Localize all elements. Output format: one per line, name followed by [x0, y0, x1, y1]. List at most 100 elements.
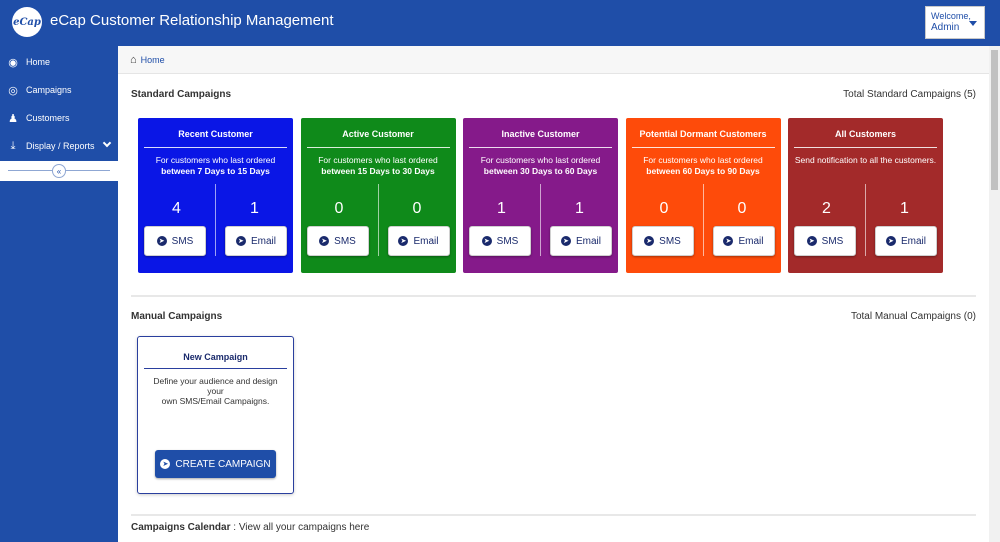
welcome-label: Welcome,	[931, 11, 971, 21]
card-desc-line2: between 60 Days to 90 Days	[646, 166, 760, 176]
breadcrumb: ⌂ Home	[118, 46, 989, 74]
sms-button[interactable]: ➤ SMS	[631, 226, 694, 256]
new-campaign-title: New Campaign	[183, 352, 248, 362]
sidebar-item-label: Home	[26, 57, 51, 67]
email-button-label: Email	[738, 235, 764, 247]
create-campaign-label: CREATE CAMPAIGN	[175, 458, 271, 470]
create-campaign-button[interactable]: ➤ CREATE CAMPAIGN	[155, 450, 276, 478]
email-count: 1	[575, 200, 584, 217]
arrow-circle-right-icon: ➤	[398, 236, 409, 246]
arrow-circle-right-icon: ➤	[319, 236, 330, 246]
card-column-divider	[215, 184, 216, 256]
email-button-label: Email	[250, 235, 276, 247]
sidebar-item-campaigns[interactable]: ◎ Campaigns	[0, 76, 118, 104]
card-title: Active Customer	[342, 129, 414, 139]
user-icon: ♟	[8, 112, 18, 125]
email-button[interactable]: ➤ Email	[225, 226, 287, 256]
calendar-subtitle: : View all your campaigns here	[230, 522, 370, 533]
sidebar-item-label: Campaigns	[26, 85, 72, 95]
campaign-card: Inactive Customer For customers who last …	[463, 118, 618, 273]
sms-button[interactable]: ➤ SMS	[794, 226, 856, 256]
card-description: For customers who last ordered between 7 …	[144, 155, 287, 177]
email-button-label: Email	[575, 235, 601, 247]
manual-campaigns-title: Manual Campaigns	[131, 311, 223, 322]
sidebar-item-customers[interactable]: ♟ Customers	[0, 104, 118, 132]
sms-count: 4	[172, 200, 181, 217]
standard-campaigns-total: Total Standard Campaigns (5)	[843, 89, 976, 100]
sms-button-label: SMS	[334, 235, 356, 247]
sidebar-item-home[interactable]: ◉ Home	[0, 48, 118, 76]
chevron-down-icon	[102, 138, 112, 148]
new-campaign-desc-line1: Define your audience and design your	[153, 376, 278, 396]
sms-button-label: SMS	[496, 235, 519, 247]
card-desc-line2: between 15 Days to 30 Days	[321, 166, 435, 176]
breadcrumb-home-link[interactable]: Home	[140, 54, 165, 65]
sidebar-item-label: Customers	[26, 113, 70, 123]
card-description: For customers who last ordered between 15…	[307, 155, 450, 177]
sms-button[interactable]: ➤ SMS	[469, 226, 531, 256]
caret-down-icon	[969, 21, 977, 26]
card-desc-line1: For customers who last ordered	[643, 155, 763, 165]
email-button[interactable]: ➤ Email	[550, 226, 612, 256]
card-title: Inactive Customer	[501, 129, 580, 139]
sidebar-item-label: Display / Reports	[26, 141, 95, 151]
sidebar-collapse-bar: «	[0, 161, 118, 181]
card-divider	[631, 147, 775, 148]
user-name: Admin	[931, 22, 960, 33]
card-column-divider	[702, 184, 704, 256]
card-title: Potential Dormant Customers	[639, 129, 767, 139]
user-menu-dropdown[interactable]: Welcome, Admin	[925, 6, 985, 39]
calendar-title: Campaigns Calendar	[131, 522, 231, 533]
card-desc-line1: Send notification to all the customers.	[794, 155, 937, 165]
email-button-label: Email	[413, 235, 439, 247]
arrow-circle-right-icon: ➤	[644, 236, 655, 246]
sms-button[interactable]: ➤ SMS	[144, 226, 206, 256]
card-column-divider	[865, 184, 866, 256]
campaign-card: All Customers Send notification to all th…	[788, 118, 943, 273]
sms-count: 1	[497, 200, 506, 217]
arrow-circle-right-icon: ➤	[235, 236, 246, 246]
sms-button-label: SMS	[171, 235, 194, 247]
email-button[interactable]: ➤ Email	[712, 226, 775, 256]
sms-count: 2	[822, 200, 831, 217]
arrow-circle-right-icon: ➤	[481, 236, 492, 246]
card-divider	[306, 147, 450, 148]
card-divider	[144, 147, 287, 148]
ecap-logo[interactable]: eCap	[12, 7, 42, 37]
card-description: For customers who last ordered between 60…	[632, 155, 775, 177]
arrow-circle-right-icon: ➤	[885, 236, 896, 246]
card-divider	[794, 147, 937, 148]
sms-button[interactable]: ➤ SMS	[306, 226, 369, 256]
card-desc-line1: For customers who last ordered	[480, 155, 601, 165]
section-divider	[131, 295, 976, 297]
collapse-sidebar-button[interactable]: «	[52, 164, 66, 178]
new-campaign-card: New Campaign Define your audience and de…	[137, 336, 294, 494]
top-header: eCap eCap Customer Relationship Manageme…	[0, 0, 1000, 46]
campaign-card: Recent Customer For customers who last or…	[138, 118, 293, 273]
email-count: 1	[900, 200, 909, 217]
arrow-circle-right-icon: ➤	[160, 459, 171, 469]
card-column-divider	[377, 184, 379, 256]
campaigns-calendar-heading: Campaigns Calendar : View all your campa…	[131, 522, 369, 533]
sidebar-item-display-reports[interactable]: ⤓ Display / Reports	[0, 132, 118, 160]
new-campaign-description: Define your audience and design your own…	[144, 376, 287, 406]
card-column-divider	[540, 184, 541, 256]
logo-text: eCap	[13, 16, 41, 28]
page-scrollbar[interactable]	[989, 46, 1000, 542]
sms-count: 0	[334, 200, 344, 217]
standard-campaigns-title: Standard Campaigns	[131, 89, 232, 100]
scrollbar-thumb[interactable]	[991, 50, 998, 190]
email-count: 0	[412, 200, 422, 217]
card-divider	[469, 147, 612, 148]
download-icon: ⤓	[10, 139, 16, 152]
dashboard-icon: ◉	[8, 56, 18, 69]
arrow-circle-right-icon: ➤	[156, 236, 167, 246]
email-button[interactable]: ➤ Email	[387, 226, 450, 256]
card-desc-line1: For customers who last ordered	[318, 155, 438, 165]
section-divider	[131, 514, 976, 516]
card-desc-line2: between 30 Days to 60 Days	[483, 166, 598, 176]
card-description: Send notification to all the customers.	[794, 155, 937, 166]
email-button[interactable]: ➤ Email	[875, 226, 937, 256]
sidebar: ◉ Home ◎ Campaigns ♟ Customers ⤓ Display…	[0, 46, 118, 542]
email-count: 1	[250, 200, 259, 217]
